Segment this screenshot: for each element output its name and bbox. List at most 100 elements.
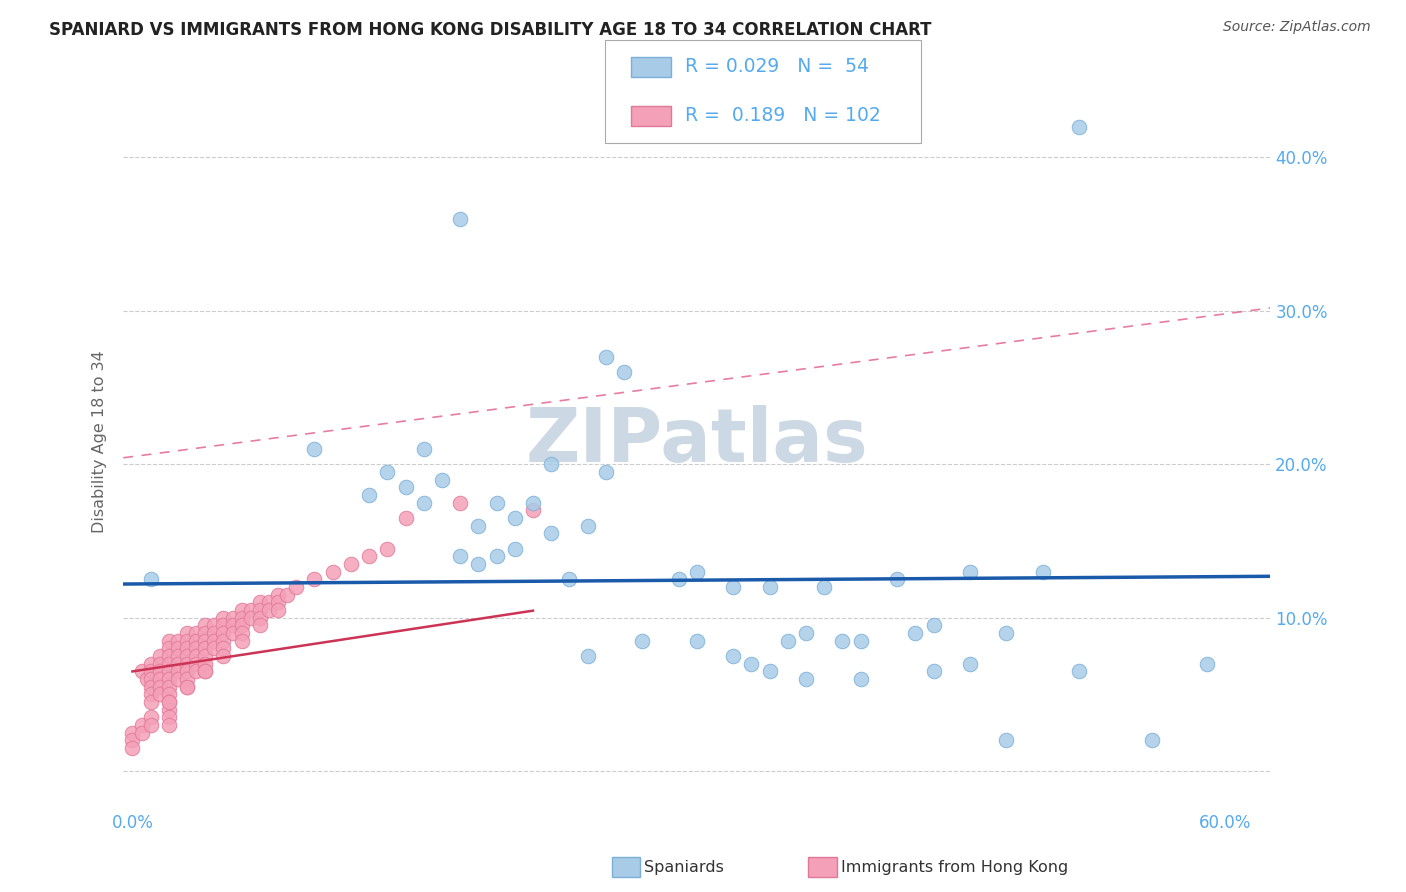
Point xyxy=(212,611,235,625)
Point xyxy=(194,626,217,640)
Point xyxy=(1069,665,1091,679)
Point xyxy=(194,657,217,671)
Point xyxy=(131,665,153,679)
Point xyxy=(231,611,253,625)
Point xyxy=(139,657,162,671)
Point xyxy=(157,672,180,686)
Point xyxy=(149,657,172,671)
Point xyxy=(740,657,762,671)
Point xyxy=(276,588,298,602)
Point xyxy=(212,641,235,656)
Point xyxy=(184,665,207,679)
Point xyxy=(449,549,471,564)
Point xyxy=(184,657,207,671)
Point xyxy=(121,733,143,747)
Point xyxy=(485,549,508,564)
Point xyxy=(139,573,162,587)
Text: Spaniards: Spaniards xyxy=(644,860,724,874)
Point xyxy=(176,649,198,664)
Point xyxy=(813,580,835,594)
Point xyxy=(430,473,453,487)
Point xyxy=(522,503,544,517)
Point xyxy=(267,603,290,617)
Point xyxy=(167,672,190,686)
Point xyxy=(149,688,172,702)
Point xyxy=(1195,657,1218,671)
Point xyxy=(176,641,198,656)
Text: R = 0.029   N =  54: R = 0.029 N = 54 xyxy=(685,57,869,77)
Point xyxy=(267,588,290,602)
Point xyxy=(304,573,326,587)
Point xyxy=(922,665,945,679)
Point xyxy=(340,557,363,571)
Point xyxy=(959,565,981,579)
Point xyxy=(849,672,872,686)
Point xyxy=(212,649,235,664)
Point xyxy=(1032,565,1054,579)
Text: SPANIARD VS IMMIGRANTS FROM HONG KONG DISABILITY AGE 18 TO 34 CORRELATION CHART: SPANIARD VS IMMIGRANTS FROM HONG KONG DI… xyxy=(49,21,932,38)
Point xyxy=(257,603,280,617)
Point xyxy=(304,442,326,456)
Point xyxy=(221,626,243,640)
Point xyxy=(723,649,745,664)
Point xyxy=(194,641,217,656)
Point xyxy=(631,633,654,648)
Point xyxy=(176,672,198,686)
Point xyxy=(184,633,207,648)
Point xyxy=(540,526,562,541)
Point xyxy=(139,680,162,694)
Point xyxy=(167,641,190,656)
Text: Immigrants from Hong Kong: Immigrants from Hong Kong xyxy=(841,860,1069,874)
Point xyxy=(157,633,180,648)
Point xyxy=(359,549,381,564)
Point xyxy=(184,641,207,656)
Point xyxy=(176,633,198,648)
Point xyxy=(595,350,617,364)
Point xyxy=(467,557,489,571)
Point xyxy=(249,603,271,617)
Point xyxy=(359,488,381,502)
Point xyxy=(249,618,271,632)
Point xyxy=(758,580,780,594)
Point xyxy=(176,665,198,679)
Point xyxy=(285,580,308,594)
Point xyxy=(149,672,172,686)
Point xyxy=(231,633,253,648)
Point xyxy=(157,665,180,679)
Point xyxy=(212,626,235,640)
Point xyxy=(202,618,225,632)
Point xyxy=(194,665,217,679)
Point xyxy=(995,733,1018,747)
Point xyxy=(176,680,198,694)
Point xyxy=(668,573,690,587)
Point xyxy=(249,611,271,625)
Point xyxy=(212,633,235,648)
Point xyxy=(167,649,190,664)
Point xyxy=(167,633,190,648)
Point xyxy=(202,641,225,656)
Point xyxy=(503,511,526,525)
Point xyxy=(121,741,143,756)
Point xyxy=(149,649,172,664)
Point xyxy=(157,641,180,656)
Point xyxy=(239,603,262,617)
Point xyxy=(322,565,344,579)
Point xyxy=(221,611,243,625)
Point xyxy=(375,541,398,556)
Point xyxy=(157,703,180,717)
Point xyxy=(221,618,243,632)
Point xyxy=(1140,733,1163,747)
Point xyxy=(231,603,253,617)
Point xyxy=(239,611,262,625)
Point xyxy=(449,495,471,509)
Point xyxy=(412,442,434,456)
Point xyxy=(139,710,162,724)
Point xyxy=(157,695,180,709)
Point xyxy=(176,657,198,671)
Point xyxy=(139,688,162,702)
Point xyxy=(449,211,471,226)
Text: R =  0.189   N = 102: R = 0.189 N = 102 xyxy=(685,106,880,126)
Point xyxy=(257,595,280,609)
Point xyxy=(149,680,172,694)
Point xyxy=(794,672,817,686)
